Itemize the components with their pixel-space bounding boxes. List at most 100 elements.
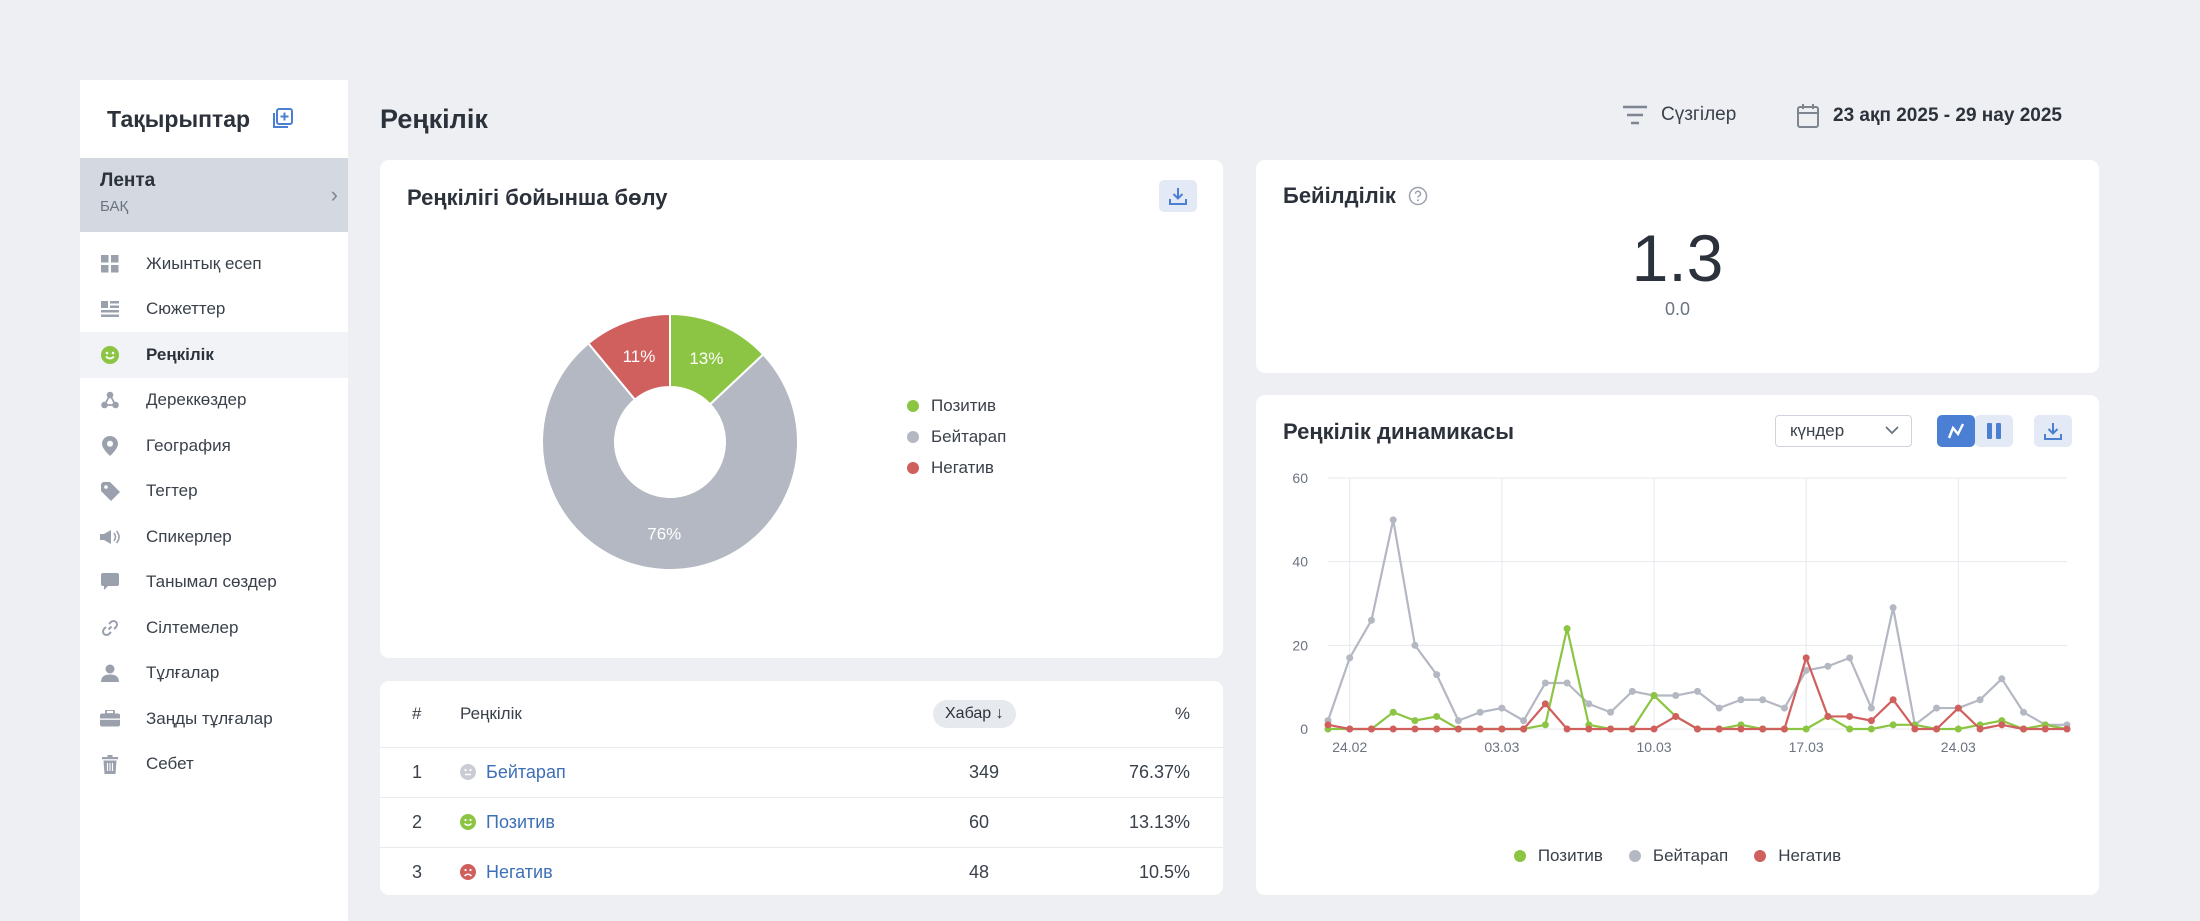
data-point[interactable]	[1541, 679, 1549, 687]
data-point[interactable]	[1846, 654, 1854, 662]
data-point[interactable]	[1541, 721, 1549, 729]
data-point[interactable]	[1954, 704, 1962, 712]
download-button[interactable]	[2034, 415, 2072, 447]
data-point[interactable]	[1976, 725, 1984, 733]
data-point[interactable]	[1824, 712, 1832, 720]
data-point[interactable]	[1802, 666, 1810, 674]
data-point[interactable]	[1563, 679, 1571, 687]
data-point[interactable]	[1389, 708, 1397, 716]
data-point[interactable]	[1650, 692, 1658, 700]
sidebar-item-sources[interactable]: Дереккөздер	[80, 378, 348, 424]
data-point[interactable]	[1824, 662, 1832, 670]
data-point[interactable]	[1628, 687, 1636, 695]
sentiment-link[interactable]: Бейтарап	[486, 761, 566, 782]
data-point[interactable]	[1520, 717, 1528, 725]
sentiment-link[interactable]: Позитив	[486, 811, 555, 832]
data-point[interactable]	[1411, 641, 1419, 649]
data-point[interactable]	[1889, 721, 1897, 729]
data-point[interactable]	[1694, 687, 1701, 695]
data-point[interactable]	[1846, 725, 1854, 733]
data-point[interactable]	[1694, 725, 1701, 733]
data-point[interactable]	[1585, 725, 1593, 733]
data-point[interactable]	[1346, 654, 1354, 662]
sidebar-item-geography[interactable]: География	[80, 423, 348, 469]
line-view-toggle[interactable]	[1937, 415, 1975, 447]
data-point[interactable]	[1628, 725, 1636, 733]
data-point[interactable]	[1867, 704, 1875, 712]
data-point[interactable]	[1563, 625, 1571, 633]
data-point[interactable]	[1367, 616, 1375, 624]
sidebar-item-speakers[interactable]: Спикерлер	[80, 514, 348, 560]
sidebar-item-stories[interactable]: Сюжеттер	[80, 287, 348, 333]
sidebar-item-sentiment[interactable]: Реңкілік	[80, 332, 348, 378]
data-point[interactable]	[1454, 725, 1462, 733]
selected-topic[interactable]: Лента БАҚ ›	[80, 158, 348, 232]
data-point[interactable]	[1476, 725, 1484, 733]
data-point[interactable]	[1867, 717, 1875, 725]
data-point[interactable]	[1520, 725, 1528, 733]
data-point[interactable]	[1954, 725, 1962, 733]
data-point[interactable]	[1737, 696, 1745, 704]
data-point[interactable]	[1759, 725, 1767, 733]
data-point[interactable]	[1911, 725, 1919, 733]
data-point[interactable]	[1780, 704, 1788, 712]
sidebar-item-tags[interactable]: Тегтер	[80, 469, 348, 515]
sidebar-item-persons[interactable]: Тұлғалар	[80, 651, 348, 697]
data-point[interactable]	[1454, 717, 1462, 725]
pie-slice-neutral[interactable]	[541, 341, 799, 571]
row-sentiment[interactable]: Позитив	[460, 797, 555, 847]
data-point[interactable]	[2020, 708, 2028, 716]
data-point[interactable]	[1650, 725, 1658, 733]
data-point[interactable]	[2063, 725, 2071, 733]
data-point[interactable]	[1607, 708, 1615, 716]
sidebar-item-summary[interactable]: Жиынтық есеп	[80, 241, 348, 287]
data-point[interactable]	[1367, 725, 1375, 733]
data-point[interactable]	[1998, 721, 2006, 729]
data-point[interactable]	[1867, 725, 1875, 733]
sidebar-item-legal-entities[interactable]: Заңды тұлғалар	[80, 696, 348, 742]
data-point[interactable]	[1715, 725, 1723, 733]
date-range-picker[interactable]: 23 ақп 2025 - 29 нау 2025	[1797, 104, 2062, 128]
data-point[interactable]	[1889, 696, 1897, 704]
data-point[interactable]	[1585, 700, 1593, 708]
data-point[interactable]	[1846, 712, 1854, 720]
data-point[interactable]	[1889, 604, 1897, 612]
data-point[interactable]	[1563, 725, 1571, 733]
data-point[interactable]	[1411, 725, 1419, 733]
data-point[interactable]	[1433, 712, 1441, 720]
data-point[interactable]	[1802, 725, 1810, 733]
data-point[interactable]	[1607, 725, 1615, 733]
data-point[interactable]	[1433, 725, 1441, 733]
bar-view-toggle[interactable]	[1975, 415, 2013, 447]
data-point[interactable]	[1998, 675, 2006, 683]
data-point[interactable]	[1389, 725, 1397, 733]
add-topic-icon[interactable]	[270, 107, 294, 131]
data-point[interactable]	[1411, 717, 1419, 725]
data-point[interactable]	[1976, 696, 1984, 704]
pie-slice-negative[interactable]	[587, 312, 671, 402]
data-point[interactable]	[1737, 725, 1745, 733]
row-sentiment[interactable]: Негатив	[460, 847, 553, 895]
data-point[interactable]	[2041, 725, 2049, 733]
data-point[interactable]	[1933, 704, 1941, 712]
sort-messages-pill[interactable]: Хабар ↓	[933, 700, 1016, 728]
data-point[interactable]	[1498, 725, 1506, 733]
data-point[interactable]	[1389, 516, 1397, 524]
sidebar-item-trash[interactable]: Себет	[80, 742, 348, 788]
download-button[interactable]	[1159, 180, 1197, 212]
data-point[interactable]	[1933, 725, 1941, 733]
data-point[interactable]	[1759, 696, 1767, 704]
filters-button[interactable]: Сүзгілер	[1623, 104, 1736, 126]
data-point[interactable]	[1672, 692, 1680, 700]
data-point[interactable]	[1715, 704, 1723, 712]
data-point[interactable]	[2020, 725, 2028, 733]
sidebar-item-links[interactable]: Сілтемелер	[80, 605, 348, 651]
period-select[interactable]: күндер	[1775, 415, 1912, 447]
data-point[interactable]	[1802, 654, 1810, 662]
data-point[interactable]	[1780, 725, 1788, 733]
data-point[interactable]	[1498, 704, 1506, 712]
data-point[interactable]	[1672, 712, 1680, 720]
sentiment-link[interactable]: Негатив	[486, 861, 553, 882]
data-point[interactable]	[1324, 721, 1332, 729]
data-point[interactable]	[1476, 708, 1484, 716]
